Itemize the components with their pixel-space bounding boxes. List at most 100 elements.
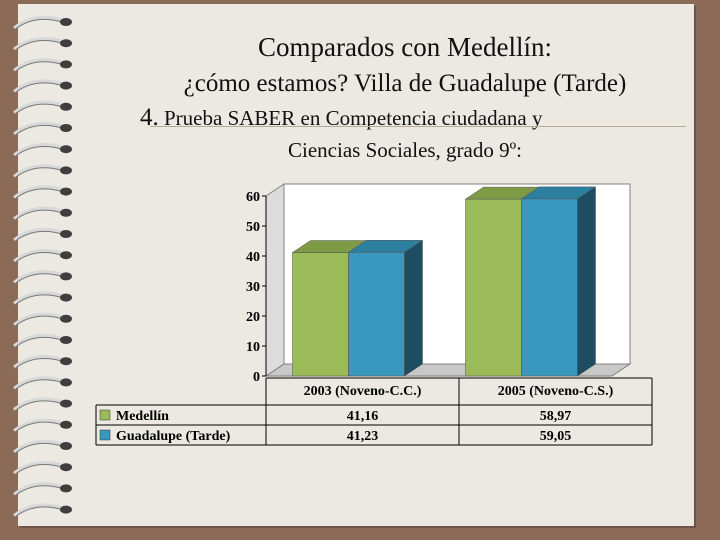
spiral-hole bbox=[60, 314, 72, 323]
bar-front bbox=[348, 252, 405, 377]
spiral-ring-shadow bbox=[13, 400, 63, 412]
bar-front bbox=[292, 252, 349, 377]
spiral-ring-shadow bbox=[13, 336, 63, 349]
legend-entry: Medellín bbox=[116, 409, 169, 424]
spiral-hole bbox=[60, 463, 72, 472]
spiral-hole bbox=[60, 145, 72, 154]
spiral-hole bbox=[60, 272, 72, 281]
chart-side-wall bbox=[265, 183, 285, 377]
spiral-ring bbox=[13, 482, 63, 496]
spiral-ring-shadow bbox=[13, 358, 63, 370]
spiral-ring bbox=[13, 333, 63, 348]
data-value: 41,23 bbox=[347, 429, 379, 444]
spiral-ring bbox=[13, 418, 63, 432]
spiral-ring bbox=[13, 58, 63, 72]
spiral-ring-shadow bbox=[13, 18, 63, 31]
spiral-ring bbox=[13, 376, 63, 390]
spiral-ring-shadow bbox=[13, 506, 63, 518]
category-label: 2003 (Noveno-C.C.) bbox=[304, 384, 422, 399]
category-label: 2005 (Noveno-C.S.) bbox=[498, 384, 614, 399]
spiral-ring-shadow bbox=[13, 188, 63, 200]
spiral-ring-shadow bbox=[13, 230, 63, 243]
title-number: 4. bbox=[140, 104, 159, 131]
legend-swatch bbox=[99, 409, 111, 421]
spiral-hole bbox=[60, 420, 72, 429]
spiral-hole bbox=[60, 293, 72, 302]
spiral-ring bbox=[13, 270, 63, 284]
spiral-ring bbox=[13, 37, 63, 51]
spiral-hole bbox=[60, 505, 72, 514]
spiral-ring-shadow bbox=[13, 442, 63, 455]
spiral-hole bbox=[60, 336, 72, 344]
spiral-ring bbox=[13, 185, 63, 199]
data-value: 58,97 bbox=[540, 409, 572, 424]
y-tick-label: 50 bbox=[246, 220, 260, 235]
spiral-hole bbox=[60, 442, 72, 450]
data-value: 59,05 bbox=[540, 429, 572, 444]
title-divider bbox=[150, 126, 686, 127]
spiral-ring bbox=[13, 249, 63, 263]
y-tick-label: 20 bbox=[246, 310, 260, 325]
spiral-ring bbox=[13, 439, 63, 454]
spiral-ring bbox=[13, 355, 63, 369]
spiral-hole bbox=[60, 124, 72, 132]
spiral-hole bbox=[60, 39, 72, 48]
spiral-ring-shadow bbox=[13, 379, 63, 391]
spiral-hole bbox=[60, 399, 72, 408]
spiral-ring-shadow bbox=[13, 40, 63, 52]
spiral-binding bbox=[13, 15, 72, 518]
spiral-hole bbox=[60, 251, 72, 260]
y-tick-label: 60 bbox=[246, 190, 260, 205]
spiral-ring-shadow bbox=[13, 252, 63, 264]
bar-front bbox=[465, 198, 522, 377]
spiral-ring-shadow bbox=[13, 421, 63, 434]
data-value: 41,16 bbox=[347, 409, 379, 424]
spiral-ring bbox=[13, 100, 63, 114]
bar-side bbox=[404, 239, 423, 377]
spiral-ring bbox=[13, 121, 63, 136]
spiral-hole bbox=[60, 208, 72, 217]
title-line-2: ¿cómo estamos? Villa de Guadalupe (Tarde… bbox=[183, 70, 627, 97]
title-line-4: Ciencias Sociales, grado 9º: bbox=[288, 138, 522, 162]
spiral-hole bbox=[60, 357, 72, 366]
y-tick-label: 10 bbox=[246, 340, 260, 355]
legend-swatch bbox=[99, 429, 111, 441]
spiral-hole bbox=[60, 60, 72, 69]
spiral-hole bbox=[60, 18, 72, 26]
spiral-hole bbox=[60, 166, 72, 175]
spiral-ring bbox=[13, 397, 63, 411]
spiral-ring-shadow bbox=[13, 315, 63, 328]
y-tick-label: 30 bbox=[246, 280, 260, 295]
spiral-hole bbox=[60, 230, 72, 238]
spiral-ring bbox=[13, 164, 63, 178]
spiral-ring-shadow bbox=[13, 209, 63, 222]
spiral-hole bbox=[60, 378, 72, 387]
y-tick-label: 40 bbox=[246, 250, 260, 265]
spiral-ring bbox=[13, 312, 63, 326]
bar-side bbox=[577, 186, 596, 377]
spiral-ring-shadow bbox=[13, 485, 63, 497]
spiral-ring-shadow bbox=[13, 294, 63, 306]
spiral-ring bbox=[13, 227, 63, 242]
spiral-ring bbox=[13, 461, 63, 475]
bar-front bbox=[521, 198, 578, 377]
spiral-ring-shadow bbox=[13, 61, 63, 73]
spiral-ring-shadow bbox=[13, 82, 63, 94]
spiral-hole bbox=[60, 81, 72, 90]
spiral-ring bbox=[13, 291, 63, 305]
spiral-ring bbox=[13, 15, 63, 30]
spiral-hole bbox=[60, 484, 72, 493]
spiral-ring bbox=[13, 206, 63, 220]
spiral-hole bbox=[60, 102, 72, 111]
spiral-ring-shadow bbox=[13, 464, 63, 476]
spiral-ring-shadow bbox=[13, 167, 63, 179]
spiral-hole bbox=[60, 187, 72, 196]
title-line-1: Comparados con Medellín: bbox=[258, 32, 552, 62]
y-tick-label: 0 bbox=[253, 370, 260, 385]
spiral-ring-shadow bbox=[13, 103, 63, 116]
spiral-ring bbox=[13, 503, 63, 517]
spiral-ring-shadow bbox=[13, 124, 63, 137]
spiral-ring-shadow bbox=[13, 273, 63, 285]
